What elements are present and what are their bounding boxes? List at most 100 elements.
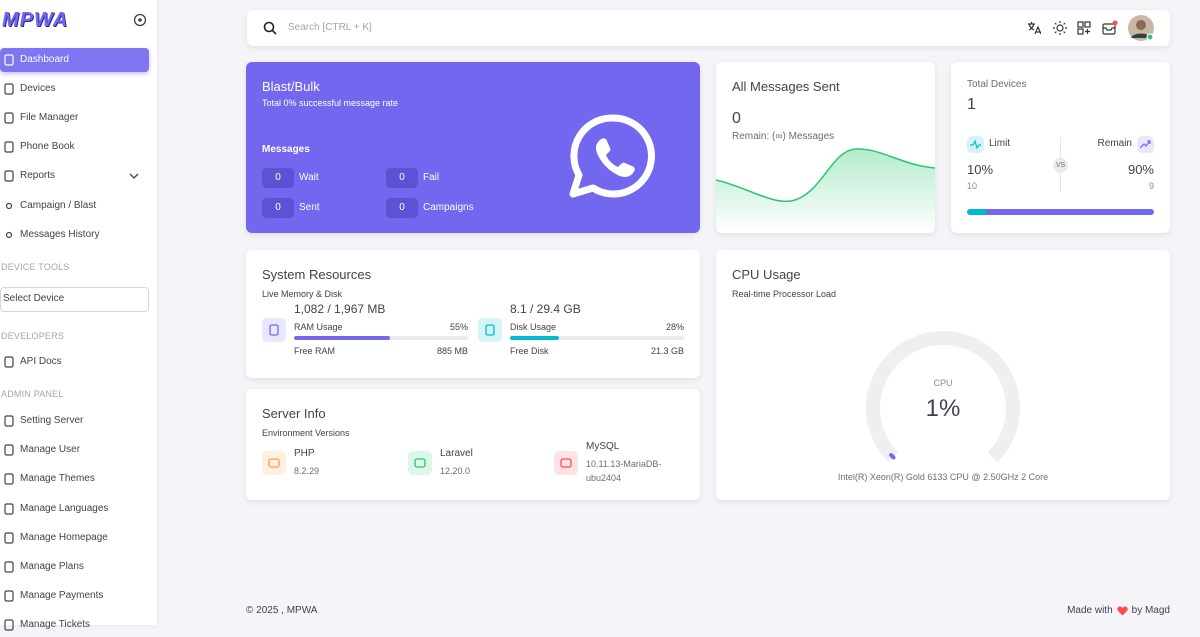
icon-glyph [268,458,280,468]
menu-label: Manage Themes [20,473,95,485]
stat-value: 0 [262,168,294,188]
stat-value: 0 [386,168,418,188]
menu-icon [4,356,14,368]
icon-shape [5,231,13,239]
menu-item[interactable]: Dashboard [0,48,149,72]
menu-item[interactable]: Messages History [0,223,149,247]
cpu-gauge [866,331,1020,463]
icon-shape [4,356,14,368]
gauge-value: 1% [925,395,961,422]
icon-glyph [560,458,572,468]
icon-shape [269,324,279,336]
menu-icon [4,561,14,573]
language-icon[interactable] [1027,21,1041,35]
menu-icon [4,415,14,427]
search-input[interactable]: Search [CTRL + K] [288,22,372,33]
stat-value: 0 [386,198,418,218]
remain-icon [1137,136,1154,153]
progress-track [510,336,684,340]
processor: Intel(R) Xeon(R) Gold 6133 CPU @ 2.50GHz… [837,472,1049,482]
icon-shape [560,458,572,468]
notification-icon[interactable] [1102,20,1118,36]
menu-label: Manage Homepage [20,531,108,543]
resource-percent: 28% [665,322,684,332]
theme-icon[interactable] [1053,21,1067,35]
icon-shape [4,502,14,515]
menu-icon [4,473,14,485]
limit-label: Limit [989,138,1011,149]
menu-item[interactable]: Campaign / Blast [0,194,149,218]
remain-bar [985,209,1154,215]
icon-shape [4,444,14,456]
progress-track [294,336,468,340]
stat-label: Campaigns [423,202,474,213]
icon-shape [268,458,280,468]
gauge-track [866,331,1020,463]
resource-name: Disk Usage [510,322,557,332]
menu-item[interactable]: API Docs [0,350,149,374]
card-title: All Messages Sent [732,79,840,94]
resource-icon [262,318,286,342]
logo: MPWA [2,9,69,31]
card-title: Blast/Bulk [262,79,320,94]
limit-percent: 10% [967,162,994,177]
menu-label: Setting Server [20,415,84,426]
menu-item[interactable]: Manage Homepage [0,526,149,550]
resource-amount: 8.1 / 29.4 GB [510,302,581,316]
menu-icon [5,231,13,239]
menu-label: Reports [20,170,56,181]
menu-item[interactable]: Manage Plans [0,555,149,579]
menu-item[interactable]: Reports [0,164,149,188]
icon-shape [414,458,426,468]
menu-item[interactable]: Manage User [0,438,149,462]
menu-label: Dashboard [20,54,69,65]
vs-badge: VS [1053,158,1068,173]
gauge-caption: CPU [933,378,953,388]
remain-count: 9 [1148,181,1154,191]
server-icon [554,451,578,475]
server-version: 12.20.0 [440,466,471,476]
free-value: 885 MB [436,346,468,356]
icon-shape [5,202,13,210]
server-name: MySQL [586,441,620,452]
server-name: PHP [294,448,315,459]
menu-item[interactable]: Manage Tickets [0,613,149,637]
device-bar [967,209,1154,215]
menu-label: Manage User [20,444,81,456]
menu-item[interactable]: Devices [0,77,149,101]
menu-item[interactable]: Setting Server [0,409,149,433]
stat-label: Wait [299,172,319,183]
menu-item[interactable]: Manage Payments [0,584,149,608]
menu-item[interactable]: Manage Themes [0,467,149,491]
icon-shape [4,112,14,124]
chevron [129,173,139,179]
icon-shape [4,83,14,95]
menu-icon [4,590,14,602]
menu-item[interactable]: File Manager [0,106,149,130]
server-card: Server Info Environment Versions PHP 8.2.… [246,389,700,500]
sidebar: MPWA DEVICE TOOLS Select Device DEVELOPE… [0,0,157,631]
icon-glyph [269,324,279,336]
user-avatar[interactable] [1127,14,1155,42]
resource-percent: 55% [449,322,468,332]
menu-icon [4,83,14,95]
icon-shape [4,415,14,427]
menu-label: Manage Plans [20,561,84,572]
menu-icon [5,202,13,210]
menu-item[interactable]: Phone Book [0,135,149,159]
devices-value: 1 [967,96,976,113]
select-device[interactable]: Select Device [0,287,149,312]
collapse-toggle[interactable] [133,13,147,27]
icon-shape [485,324,495,336]
gauge-value-arc [889,453,896,460]
progress-fill [294,336,390,340]
shortcuts-icon[interactable] [1077,21,1091,35]
menu-label: Manage Tickets [20,619,91,631]
menu-icon [4,444,14,456]
server-version: 8.2.29 [294,466,320,476]
menu-icon [4,141,14,153]
menu-item[interactable]: Manage Languages [0,497,149,521]
devices-card: Total Devices 1 Limit Remain VS 10% 90% … [951,62,1170,233]
footer-credit: Made with by Magd [1067,604,1170,618]
